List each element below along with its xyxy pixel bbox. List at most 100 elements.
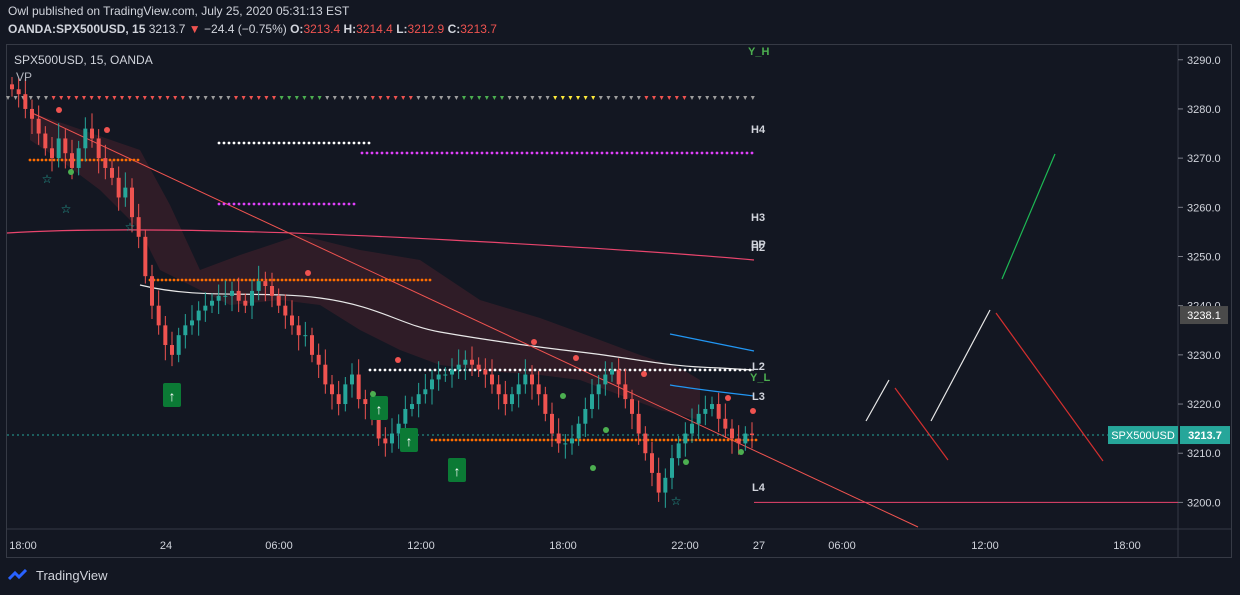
signal-triangle bbox=[674, 96, 679, 100]
blue-band-upper bbox=[669, 333, 755, 352]
buy-dot bbox=[590, 465, 596, 471]
signal-triangle bbox=[682, 96, 687, 100]
signal-triangle bbox=[492, 96, 497, 100]
white-dotted-level-lower-dot bbox=[698, 368, 702, 372]
orange-dotted-level-mid-dot bbox=[272, 278, 276, 282]
magenta-dotted-level-dot bbox=[590, 151, 594, 155]
candle bbox=[336, 380, 341, 416]
candle-body bbox=[476, 364, 481, 370]
candle bbox=[696, 404, 701, 439]
signal-triangle bbox=[598, 96, 603, 100]
signal-triangle bbox=[256, 96, 261, 100]
orange-dotted-level-low-dot bbox=[622, 438, 626, 442]
magenta-dotted-level-dot bbox=[720, 151, 724, 155]
orange-dotted-level-mid-dot bbox=[416, 278, 420, 282]
chart-frame[interactable] bbox=[6, 44, 1232, 558]
signal-triangle bbox=[462, 96, 466, 100]
orange-dotted-level-mid-dot bbox=[160, 278, 164, 282]
candle-body bbox=[90, 128, 94, 139]
up-arrow-icon: ↑ bbox=[454, 463, 461, 479]
candle bbox=[436, 361, 441, 391]
orange-dotted-level-low-dot bbox=[598, 438, 602, 442]
candle bbox=[563, 434, 568, 459]
candle-body bbox=[216, 295, 221, 301]
white-dotted-level-lower-dot bbox=[438, 368, 442, 372]
x-tick-label: 12:00 bbox=[407, 540, 435, 552]
orange-dotted-level-low-dot bbox=[594, 438, 598, 442]
white-dotted-level-lower-dot bbox=[653, 368, 657, 372]
white-dotted-level-upper-dot bbox=[232, 141, 236, 145]
candle-body bbox=[250, 290, 254, 306]
white-dotted-level-lower-dot bbox=[488, 368, 492, 372]
candle-body bbox=[230, 290, 234, 296]
candle bbox=[570, 425, 574, 455]
magenta-dotted-level-dot bbox=[455, 151, 459, 155]
candle bbox=[83, 117, 88, 162]
signal-triangle bbox=[226, 96, 231, 100]
candle bbox=[263, 271, 268, 302]
buy-dot bbox=[560, 393, 566, 399]
signal-triangle bbox=[317, 96, 322, 100]
orange-dotted-level-mid-dot bbox=[280, 278, 284, 282]
candle-body bbox=[343, 384, 348, 405]
buy-dot bbox=[738, 449, 744, 455]
candle bbox=[76, 140, 81, 176]
candle-body bbox=[396, 423, 401, 434]
orange-dotted-level-mid-dot bbox=[176, 278, 180, 282]
candle-body bbox=[323, 364, 328, 385]
candle-body bbox=[390, 433, 394, 444]
signal-triangle bbox=[13, 96, 18, 100]
orange-dotted-level-mid-dot bbox=[296, 278, 300, 282]
magenta-dotted-level-dot bbox=[655, 151, 659, 155]
orange-dotted-level-mid-dot bbox=[400, 278, 404, 282]
magenta-dotted-level-dot bbox=[385, 151, 389, 155]
white-dotted-level-lower-dot bbox=[413, 368, 417, 372]
signal-triangle bbox=[515, 96, 520, 100]
candle-body bbox=[190, 320, 194, 326]
candle bbox=[203, 292, 208, 322]
white-dotted-level-upper-dot bbox=[307, 141, 311, 145]
white-dotted-level-upper-dot bbox=[257, 141, 261, 145]
magenta-dotted-level-dot bbox=[570, 151, 574, 155]
candle-body bbox=[163, 325, 168, 346]
magenta-dotted-level-dot bbox=[665, 151, 669, 155]
magenta-dotted-level-2-dot bbox=[247, 202, 251, 206]
white-dotted-level-upper-dot bbox=[282, 141, 286, 145]
candle bbox=[283, 294, 288, 329]
orange-dotted-level-low-dot bbox=[498, 438, 502, 442]
magenta-dotted-level-dot bbox=[515, 151, 519, 155]
signal-triangle bbox=[249, 96, 254, 100]
signal-triangle bbox=[188, 96, 193, 100]
star-icon: ☆ bbox=[42, 172, 53, 186]
candle bbox=[36, 105, 41, 145]
candle-body bbox=[330, 384, 334, 395]
orange-dotted-level-low-dot bbox=[518, 438, 522, 442]
orange-dotted-level-low-dot bbox=[462, 438, 466, 442]
tradingview-brand[interactable]: TradingView bbox=[8, 568, 108, 583]
orange-dotted-level-mid-dot bbox=[356, 278, 360, 282]
white-dotted-level-lower-dot bbox=[688, 368, 692, 372]
candle-body bbox=[523, 374, 528, 385]
orange-dotted-level-low-dot bbox=[726, 438, 730, 442]
candle bbox=[130, 178, 134, 233]
candle-body bbox=[416, 394, 421, 405]
candle-body bbox=[590, 394, 594, 409]
candle-body bbox=[730, 428, 734, 439]
white-dotted-level-lower-dot bbox=[553, 368, 557, 372]
candle bbox=[116, 166, 121, 211]
candle bbox=[136, 203, 141, 249]
magenta-dotted-level-dot bbox=[715, 151, 719, 155]
orange-dotted-level-low-dot bbox=[702, 438, 706, 442]
candle bbox=[430, 370, 434, 405]
white-dotted-level-lower-dot bbox=[498, 368, 502, 372]
star-icon: ☆ bbox=[61, 202, 72, 216]
orange-dotted-level-mid-dot bbox=[164, 278, 168, 282]
signal-triangle bbox=[606, 96, 611, 100]
signal-triangle bbox=[728, 96, 732, 100]
signal-triangle bbox=[150, 96, 155, 100]
signal-triangle bbox=[424, 96, 428, 100]
white-dotted-level-lower-dot bbox=[518, 368, 522, 372]
magenta-dotted-level-2-dot bbox=[257, 202, 261, 206]
white-dotted-level-upper-dot bbox=[327, 141, 331, 145]
